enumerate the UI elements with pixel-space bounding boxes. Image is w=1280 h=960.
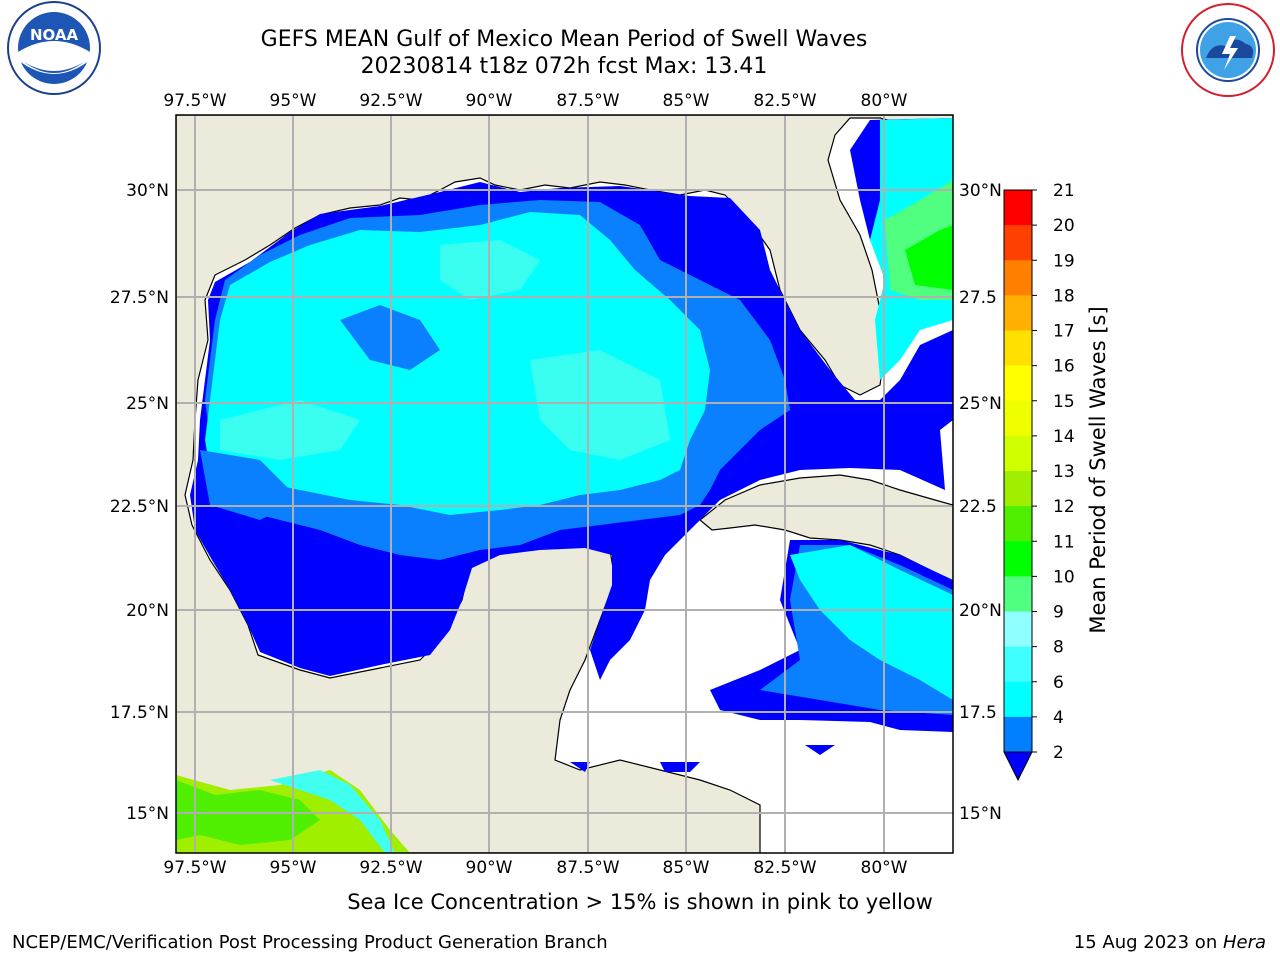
- colorbar-tick-label: 6: [1053, 673, 1064, 693]
- lon-labels-top: 97.5°W 95°W 92.5°W 90°W 87.5°W 85°W 82.5…: [163, 91, 907, 111]
- colorbar-segment: [1004, 646, 1032, 683]
- colorbar-tick-label: 19: [1053, 251, 1075, 271]
- colorbar-tick-label: 2: [1053, 743, 1064, 763]
- lon-label-top: 90°W: [466, 91, 513, 111]
- lon-label-top: 92.5°W: [359, 91, 422, 111]
- lon-label-top: 95°W: [270, 91, 317, 111]
- lat-label-right: 15°N: [959, 804, 1002, 824]
- lat-label-left: 17.5°N: [110, 703, 169, 723]
- field-honduras-blue: [570, 762, 700, 772]
- noaa-logo-text: NOAA: [30, 26, 79, 44]
- field-caribbean-cyan: [790, 545, 953, 700]
- colorbar-segment: [1004, 295, 1032, 331]
- colorbar-tick-label: 13: [1053, 462, 1075, 482]
- colorbar-tick-label: 4: [1053, 708, 1064, 728]
- lon-label-top: 82.5°W: [753, 91, 816, 111]
- lat-label-right: 30°N: [959, 181, 1002, 201]
- lon-label-bottom: 85°W: [663, 858, 710, 878]
- lon-label-bottom: 87.5°W: [556, 858, 619, 878]
- colorbar-tick-label: 14: [1053, 427, 1075, 447]
- lon-label-top: 97.5°W: [163, 91, 226, 111]
- field-mid-blue-patch-2: [200, 450, 300, 520]
- lon-labels-bottom: 97.5°W 95°W 92.5°W 90°W 87.5°W 85°W 82.5…: [163, 858, 907, 878]
- lat-label-right: 27.5: [959, 288, 997, 308]
- lon-label-bottom: 97.5°W: [163, 858, 226, 878]
- colorbar-segment: [1004, 541, 1032, 577]
- colorbar-segment: [1004, 716, 1032, 753]
- field-caribbean-small-blue: [805, 745, 835, 755]
- lon-label-bottom: 82.5°W: [753, 858, 816, 878]
- colorbar-segment: [1004, 576, 1032, 612]
- colorbar-segment: [1004, 330, 1032, 367]
- chart-title: GEFS MEAN Gulf of Mexico Mean Period of …: [260, 27, 868, 52]
- lat-label-left: 25°N: [126, 394, 169, 414]
- colorbar: 2 4 6 8 9 10 11 12 13 14 15 16 17 18 19 20 21: [1003, 181, 1075, 782]
- colorbar-tick-label: 18: [1053, 286, 1075, 306]
- lon-label-bottom: 92.5°W: [359, 858, 422, 878]
- field-light-cyan-3: [220, 400, 360, 460]
- field-light-cyan-2: [530, 350, 670, 460]
- colorbar-segment: [1004, 260, 1032, 296]
- chart-subtitle: 20230814 t18z 072h fcst Max: 13.41: [360, 54, 768, 79]
- lat-label-right: 22.5: [959, 497, 997, 517]
- lon-label-bottom: 95°W: [270, 858, 317, 878]
- colorbar-tick-label: 21: [1053, 181, 1075, 201]
- nws-logo: [1181, 3, 1275, 97]
- colorbar-under-arrow: [1003, 751, 1033, 782]
- colorbar-segment: [1004, 435, 1032, 472]
- lat-label-left: 22.5°N: [110, 497, 169, 517]
- lon-label-top: 85°W: [663, 91, 710, 111]
- map-frame: [175, 114, 954, 854]
- colorbar-tick-label: 8: [1053, 638, 1064, 658]
- lon-label-bottom: 90°W: [466, 858, 513, 878]
- colorbar-segment: [1004, 681, 1032, 718]
- colorbar-tick-label: 17: [1053, 322, 1075, 342]
- colorbar-tick-label: 20: [1053, 216, 1075, 236]
- colorbar-segment: [1004, 506, 1032, 542]
- colorbar-segment: [1004, 225, 1032, 261]
- lat-label-left: 30°N: [126, 181, 169, 201]
- lon-label-top: 80°W: [861, 91, 908, 111]
- lat-label-left: 20°N: [126, 601, 169, 621]
- credit-date: 15 Aug 2023 on: [1073, 932, 1223, 953]
- colorbar-tick-label: 12: [1053, 497, 1075, 517]
- field-pacific-cyan: [270, 770, 395, 853]
- credit-left: NCEP/EMC/Verification Post Processing Pr…: [12, 932, 608, 953]
- lat-label-left: 27.5°N: [110, 288, 169, 308]
- credit-host: Hera: [1222, 932, 1266, 953]
- colorbar-segment: [1004, 190, 1032, 226]
- map-content: [176, 115, 953, 853]
- colorbar-segment: [1004, 471, 1032, 507]
- colorbar-segment: [1004, 611, 1032, 648]
- lat-labels-left: 30°N 27.5°N 25°N 22.5°N 20°N 17.5°N 15°N: [110, 181, 169, 824]
- lon-label-bottom: 80°W: [861, 858, 908, 878]
- colorbar-tick-label: 9: [1053, 603, 1064, 623]
- field-atlantic-bright-green: [905, 225, 953, 290]
- colorbar-tick-label: 11: [1053, 532, 1075, 552]
- colorbar-tick-label: 15: [1053, 392, 1075, 412]
- lat-label-right: 20°N: [959, 601, 1002, 621]
- colorbar-tick-label: 10: [1053, 567, 1075, 587]
- lon-label-top: 87.5°W: [556, 91, 619, 111]
- lat-label-right: 25°N: [959, 394, 1002, 414]
- sea-ice-note: Sea Ice Concentration > 15% is shown in …: [347, 890, 933, 914]
- colorbar-label: Mean Period of Swell Waves [s]: [1086, 306, 1110, 633]
- map-gridlines: [176, 115, 953, 853]
- credit-right: 15 Aug 2023 on Hera: [1074, 932, 1266, 953]
- lat-label-left: 15°N: [126, 804, 169, 824]
- colorbar-tick-label: 16: [1053, 357, 1075, 377]
- noaa-logo: NOAA: [7, 1, 101, 95]
- colorbar-segment: [1004, 365, 1032, 402]
- lat-labels-right: 30°N 27.5 25°N 22.5 20°N 17.5 15°N: [959, 181, 1002, 824]
- lat-label-right: 17.5: [959, 703, 997, 723]
- colorbar-segment: [1004, 400, 1032, 437]
